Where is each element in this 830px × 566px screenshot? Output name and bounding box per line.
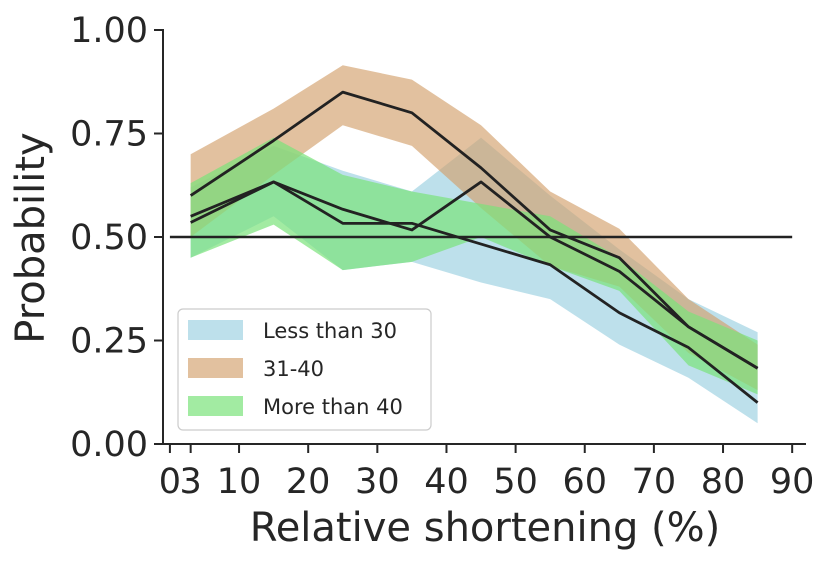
mean-line-less-than-30 [190,180,759,404]
y-tick-label: 1.00 [70,11,148,51]
x-tick-label: 0 [159,462,181,502]
x-tick-label: 80 [701,462,746,502]
x-tick-label: 40 [424,462,469,502]
x-tick-label: 30 [355,462,400,502]
legend-label: Less than 30 [263,319,397,343]
legend: Less than 30 31-40 More than 40 [177,308,432,431]
y-tick-label: 0.75 [70,115,148,155]
band-more-than-40 [190,137,758,395]
x-tick-label: 50 [493,462,538,502]
x-tick-label: 70 [632,462,677,502]
x-tick-label: 60 [562,462,607,502]
legend-swatch [188,320,243,340]
x-tick-label: 3 [180,462,202,502]
y-axis-ticks: 0.00 0.25 0.50 0.75 1.00 [70,11,163,465]
x-tick-label: 20 [286,462,331,502]
mean-line-31-40 [189,90,759,370]
legend-swatch [188,396,243,416]
y-tick-label: 0.25 [70,322,148,362]
x-axis-ticks: 03 10 20 30 40 50 60 70 80 90 [159,444,815,502]
x-tick-label: 90 [770,462,815,502]
x-tick-label: 10 [217,462,262,502]
legend-swatch [188,358,243,378]
y-tick-label: 0.50 [70,218,148,258]
legend-label: More than 40 [263,395,403,419]
mean-line-more-than-40 [190,180,759,370]
mean-lines [189,90,759,404]
legend-label: 31-40 [263,357,324,381]
y-axis-label: Probability [8,132,54,343]
y-tick-label: 0.00 [70,425,148,465]
x-axis-label: Relative shortening (%) [250,505,721,551]
